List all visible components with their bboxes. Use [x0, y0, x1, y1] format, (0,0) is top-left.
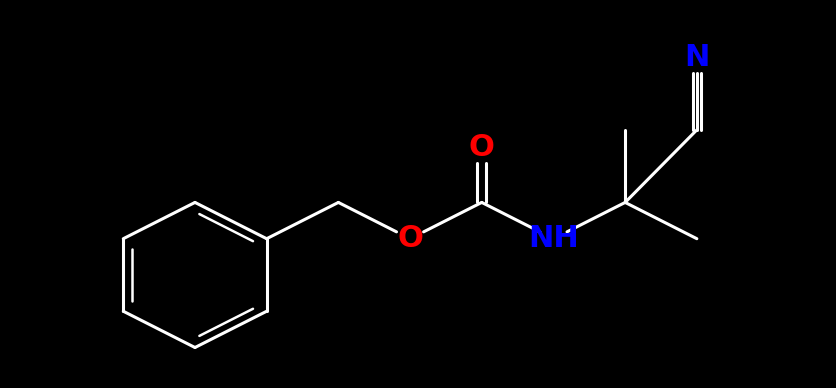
- Text: O: O: [396, 224, 422, 253]
- Text: N: N: [683, 43, 709, 72]
- Text: NH: NH: [528, 224, 579, 253]
- Text: O: O: [468, 133, 494, 162]
